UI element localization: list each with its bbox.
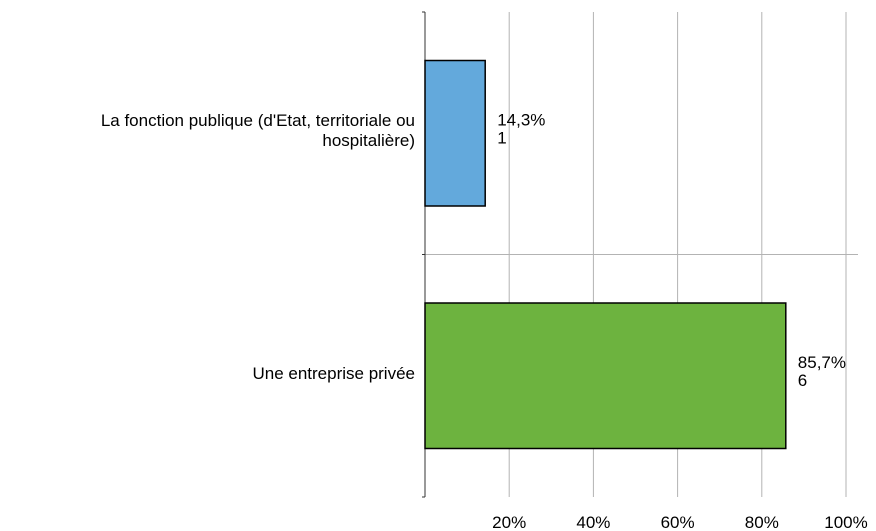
x-tick-label: 80% xyxy=(745,513,779,531)
category-label: Une entreprise privée xyxy=(252,364,415,384)
data-label-count: 1 xyxy=(497,128,506,147)
data-labels: 14,3%1 85,7%6 xyxy=(497,110,846,390)
x-tick-label: 60% xyxy=(661,513,695,531)
x-tick-label: 20% xyxy=(492,513,526,531)
x-tick-label: 100% xyxy=(824,513,867,531)
data-label-count: 6 xyxy=(798,371,807,390)
x-tick-labels: 20% 40% 60% 80% 100% xyxy=(492,513,868,531)
bars-group xyxy=(424,59,787,450)
x-tick-label: 40% xyxy=(576,513,610,531)
data-label-percent: 85,7% xyxy=(798,353,846,372)
data-label-percent: 14,3% xyxy=(497,110,545,129)
bar-0 xyxy=(424,59,486,207)
category-label-line: hospitalière) xyxy=(322,131,415,151)
category-label-line: La fonction publique (d'Etat, territoria… xyxy=(100,111,415,131)
category-label: La fonction publique (d'Etat, territoria… xyxy=(101,111,415,151)
category-label-line: Une entreprise privée xyxy=(252,363,415,383)
bar-1 xyxy=(424,302,787,450)
